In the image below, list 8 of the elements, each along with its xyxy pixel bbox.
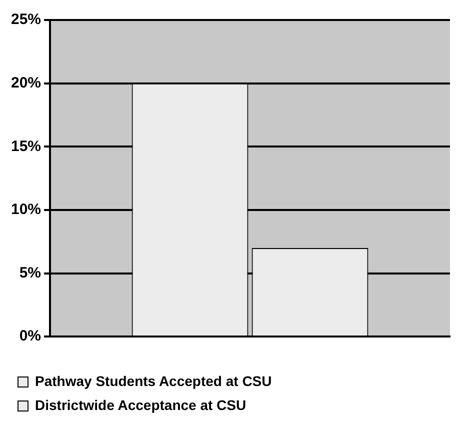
y-tick-label: 25% [10,11,42,28]
y-tick-label: 20% [10,74,42,92]
y-tick-label: 0% [19,328,42,345]
y-tick-label: 10% [10,201,42,218]
legend-label: Pathway Students Accepted at CSU [35,372,272,389]
y-tick-label: 5% [19,264,42,282]
y-tick-label: 15% [10,138,42,155]
legend-label: Districtwide Acceptance at CSU [35,396,246,413]
